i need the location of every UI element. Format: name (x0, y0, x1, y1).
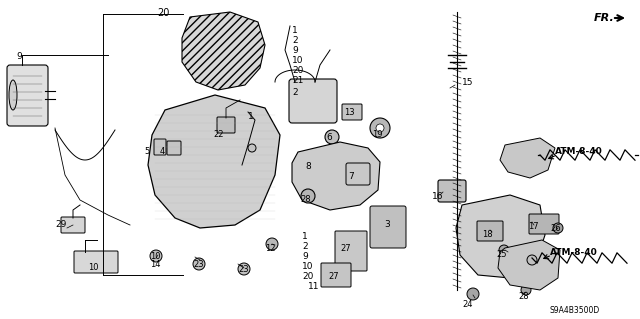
FancyBboxPatch shape (370, 206, 406, 248)
Polygon shape (456, 195, 545, 278)
Text: 8: 8 (305, 162, 311, 171)
Circle shape (301, 189, 315, 203)
Text: 18: 18 (482, 230, 493, 239)
Text: FR.: FR. (594, 13, 615, 23)
Text: 27: 27 (328, 272, 339, 281)
FancyBboxPatch shape (477, 221, 503, 241)
FancyBboxPatch shape (154, 139, 166, 155)
Text: 27: 27 (340, 244, 351, 253)
Text: 20: 20 (292, 66, 303, 75)
Circle shape (533, 153, 543, 163)
FancyBboxPatch shape (529, 214, 559, 234)
Circle shape (266, 238, 278, 250)
Polygon shape (498, 240, 560, 290)
Circle shape (248, 144, 256, 152)
Text: 1: 1 (248, 112, 253, 121)
Text: 22: 22 (213, 130, 223, 139)
Text: 10: 10 (88, 263, 99, 272)
Text: 5: 5 (144, 147, 149, 156)
Text: 20: 20 (157, 8, 170, 18)
Circle shape (499, 245, 509, 255)
FancyBboxPatch shape (438, 180, 466, 202)
Text: 23: 23 (193, 260, 204, 269)
Circle shape (376, 124, 384, 132)
Text: 20: 20 (302, 272, 314, 281)
Text: 26: 26 (550, 224, 561, 233)
Polygon shape (292, 142, 380, 210)
Ellipse shape (9, 80, 17, 110)
Text: 2: 2 (302, 242, 308, 251)
Text: 1: 1 (292, 26, 298, 35)
Text: 14: 14 (150, 260, 161, 269)
Polygon shape (500, 138, 555, 178)
Text: 2: 2 (292, 88, 298, 97)
Text: 12: 12 (265, 244, 275, 253)
FancyBboxPatch shape (7, 65, 48, 126)
Circle shape (150, 250, 162, 262)
FancyBboxPatch shape (342, 104, 362, 120)
FancyBboxPatch shape (167, 141, 181, 155)
Text: ATM-8-40: ATM-8-40 (555, 147, 603, 156)
Circle shape (527, 255, 537, 265)
Text: 3: 3 (384, 220, 390, 229)
Text: 28: 28 (518, 292, 529, 301)
FancyBboxPatch shape (321, 263, 351, 287)
Circle shape (325, 130, 339, 144)
Polygon shape (182, 12, 265, 90)
Circle shape (370, 118, 390, 138)
FancyBboxPatch shape (61, 217, 85, 233)
Text: 25: 25 (496, 250, 506, 259)
Circle shape (467, 288, 479, 300)
FancyBboxPatch shape (346, 163, 370, 185)
Text: S9A4B3500D: S9A4B3500D (550, 306, 600, 315)
Text: 9: 9 (292, 46, 298, 55)
Text: 16: 16 (432, 192, 444, 201)
Circle shape (193, 258, 205, 270)
Text: 9: 9 (302, 252, 308, 261)
Text: 15: 15 (462, 78, 474, 87)
Text: 10: 10 (150, 252, 161, 261)
Text: 13: 13 (344, 108, 355, 117)
Text: 21: 21 (292, 76, 303, 85)
Text: 10: 10 (302, 262, 314, 271)
Text: ATM-8-40: ATM-8-40 (550, 248, 598, 257)
Text: 4: 4 (160, 147, 165, 156)
Text: 1: 1 (302, 232, 308, 241)
Text: 28: 28 (300, 195, 310, 204)
Text: 11: 11 (308, 282, 319, 291)
Text: 2: 2 (292, 36, 298, 45)
FancyBboxPatch shape (289, 79, 337, 123)
Text: 29: 29 (55, 220, 67, 229)
Circle shape (553, 223, 563, 233)
Text: 10: 10 (292, 56, 303, 65)
FancyBboxPatch shape (335, 231, 367, 271)
Text: 24: 24 (462, 300, 472, 309)
Text: 19: 19 (372, 130, 383, 139)
FancyBboxPatch shape (217, 117, 235, 133)
Text: 6: 6 (326, 133, 332, 142)
Circle shape (521, 285, 531, 295)
Text: 17: 17 (528, 222, 539, 231)
Text: 23: 23 (238, 265, 248, 274)
Text: 7: 7 (348, 172, 354, 181)
Circle shape (238, 263, 250, 275)
FancyBboxPatch shape (74, 251, 118, 273)
Polygon shape (148, 95, 280, 228)
Text: 9: 9 (16, 52, 22, 61)
